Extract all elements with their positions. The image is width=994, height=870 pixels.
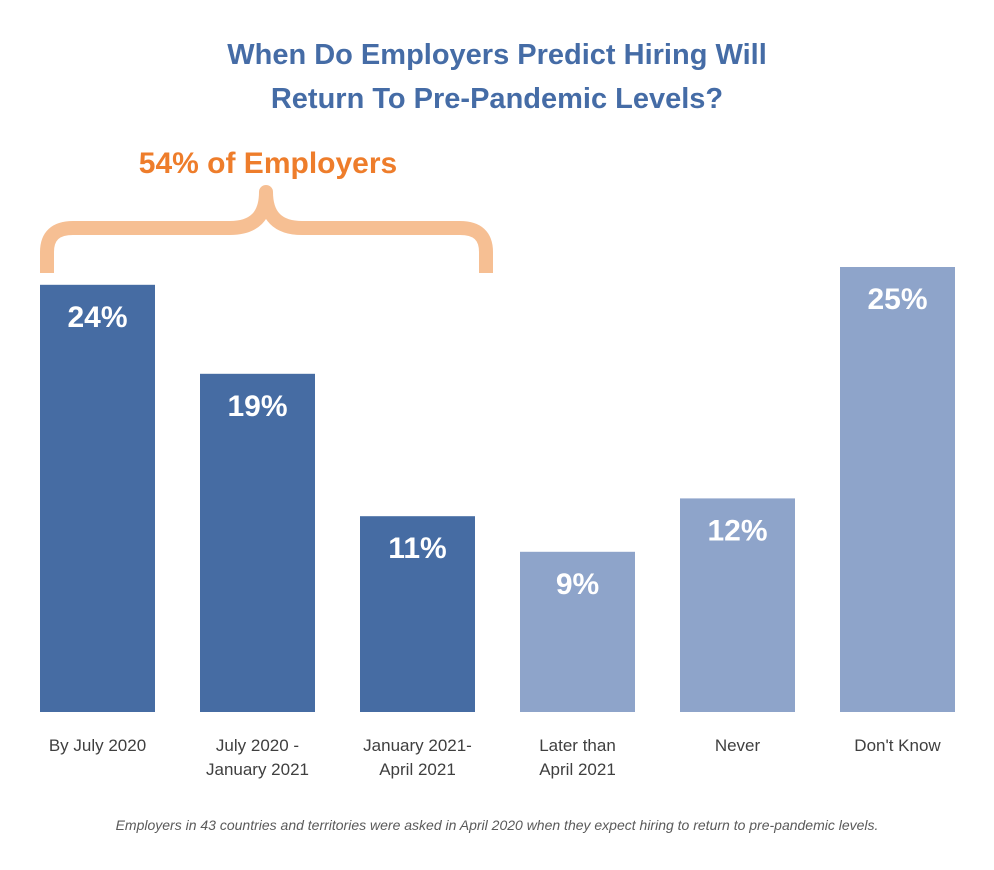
bar-value-label-0: 24% [67, 301, 127, 334]
bar-0 [40, 284, 155, 712]
bar-value-label-5: 25% [867, 283, 927, 316]
category-label-0-line-0: By July 2020 [49, 736, 146, 755]
bar-5 [840, 267, 955, 712]
footnote: Employers in 43 countries and territorie… [116, 817, 879, 833]
category-label-2-line-0: January 2021- [363, 736, 472, 755]
bar-2 [360, 516, 475, 712]
bar-value-label-2: 11% [388, 532, 446, 565]
category-label-1-line-1: January 2021 [206, 760, 309, 779]
bracket-annotation-label: 54% of Employers [139, 147, 397, 180]
category-label-1-line-0: July 2020 - [216, 736, 299, 755]
category-label-5-line-0: Don't Know [854, 736, 941, 755]
bar-3 [520, 551, 635, 712]
chart-title-line-1: When Do Employers Predict Hiring Will [227, 39, 767, 71]
value-labels-group: 24% 19% 11% 9% 12% 25% [67, 283, 927, 601]
category-label-3-line-0: Later than [539, 736, 616, 755]
bar-4 [680, 498, 795, 712]
bar-value-label-3: 9% [556, 568, 599, 601]
category-label-3-line-1: April 2021 [539, 760, 616, 779]
bar-value-label-1: 19% [227, 390, 287, 423]
category-label-2-line-1: April 2021 [379, 760, 456, 779]
bar-value-label-4: 12% [707, 514, 767, 547]
category-label-4-line-0: Never [715, 736, 761, 755]
bar-1 [200, 373, 315, 712]
chart-title-line-2: Return To Pre-Pandemic Levels? [271, 83, 723, 115]
category-labels-group: By July 2020 July 2020 - January 2021 Janua… [49, 736, 942, 779]
bracket-annotation [40, 185, 493, 273]
bars-group [40, 267, 955, 712]
